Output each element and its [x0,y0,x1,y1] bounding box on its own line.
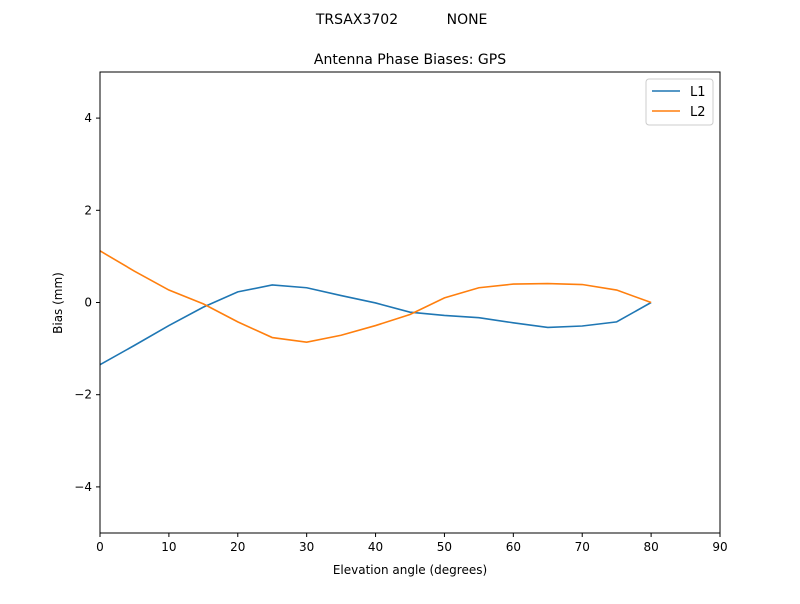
y-axis-label: Bias (mm) [51,272,65,334]
y-tick-label: 0 [84,296,92,310]
x-tick-label: 20 [230,540,245,554]
y-tick-label: −2 [74,388,92,402]
x-tick-label: 80 [643,540,658,554]
x-tick-label: 30 [299,540,314,554]
legend-label-l2: L2 [690,105,706,120]
y-tick-label: 2 [84,203,92,217]
suptitle-right: NONE [447,12,488,28]
x-tick-label: 40 [368,540,383,554]
chart-title: Antenna Phase Biases: GPS [314,52,506,68]
series-line-l1 [99,284,652,366]
x-tick-label: 70 [575,540,590,554]
axes-frame [99,71,721,534]
x-axis-label: Elevation angle (degrees) [333,563,487,577]
x-tick-label: 90 [712,540,727,554]
legend-label-l1: L1 [690,85,706,100]
suptitle-left: TRSAX3702 [315,12,398,28]
x-tick-label: 60 [506,540,521,554]
y-tick-label: −4 [74,480,92,494]
y-tick-label: 4 [84,111,92,125]
series-line-l2 [99,250,652,343]
x-tick-label: 0 [96,540,104,554]
x-tick-label: 10 [161,540,176,554]
x-tick-label: 50 [437,540,452,554]
